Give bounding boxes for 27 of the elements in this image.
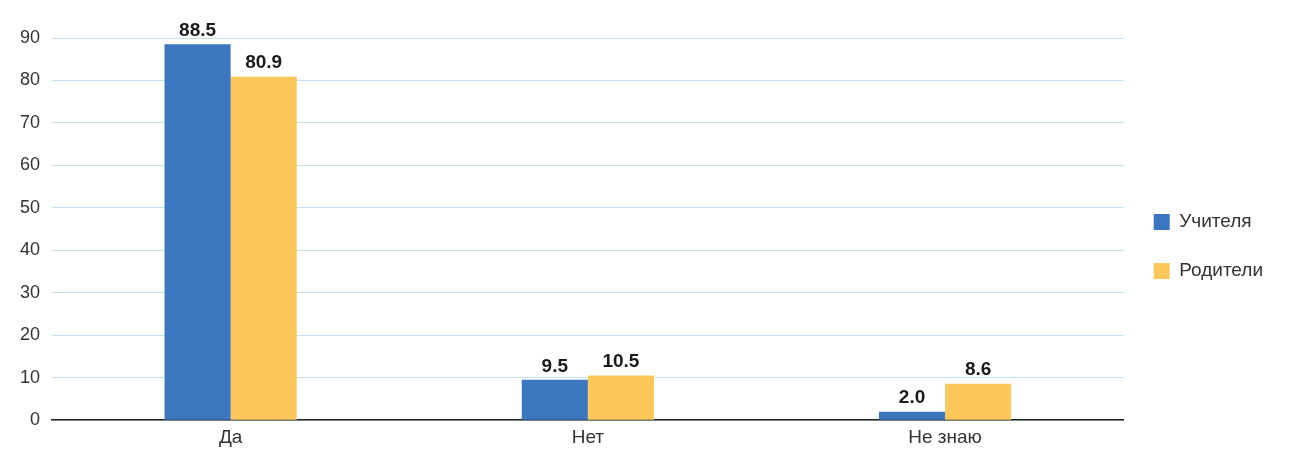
data-label: 2.0 — [898, 386, 926, 408]
y-tick-label: 0 — [30, 409, 41, 430]
bar — [164, 44, 231, 420]
bar — [521, 379, 588, 420]
data-label: 10.5 — [602, 350, 640, 372]
bar — [878, 411, 946, 420]
y-tick-label: 40 — [19, 239, 41, 260]
y-tick-label: 20 — [19, 324, 41, 345]
legend-label: Учителя — [1179, 210, 1252, 232]
bar — [945, 383, 1012, 420]
y-tick-label: 90 — [19, 26, 41, 47]
x-tick-label: Не знаю — [908, 425, 982, 447]
x-tick-label: Нет — [571, 425, 605, 447]
y-tick-label: 70 — [19, 111, 41, 132]
data-label: 8.6 — [964, 358, 992, 380]
y-tick-label: 30 — [19, 281, 41, 302]
bar — [230, 76, 297, 420]
y-tick-label: 10 — [19, 366, 41, 387]
y-tick-label: 50 — [19, 196, 41, 217]
bar — [587, 375, 654, 420]
legend-label: Родители — [1179, 259, 1263, 281]
y-tick-label: 60 — [19, 154, 41, 175]
y-tick-label: 80 — [19, 69, 41, 90]
x-tick-label: Да — [218, 425, 243, 447]
data-label: 80.9 — [245, 51, 283, 73]
data-label: 9.5 — [541, 354, 569, 376]
data-label: 88.5 — [179, 19, 217, 41]
